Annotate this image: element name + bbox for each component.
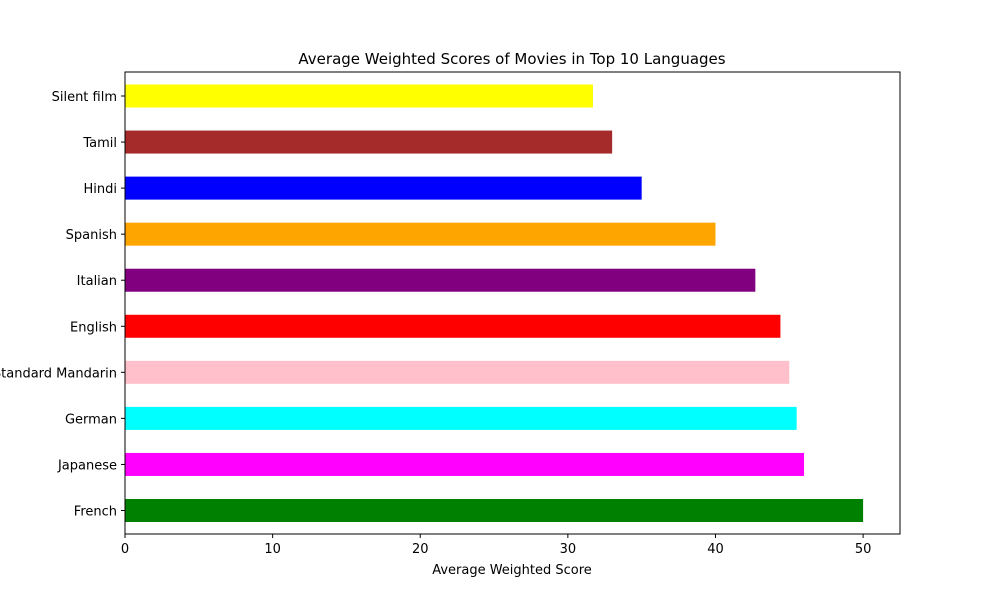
y-tick-label: German	[65, 412, 117, 427]
y-tick-label: English	[70, 320, 117, 335]
y-axis-ticks: French Japanese German Standard Mandarin Eng…	[0, 90, 125, 520]
bar-tamil	[125, 130, 613, 154]
x-tick-label: 40	[707, 542, 724, 557]
chart-title: Average Weighted Scores of Movies in Top…	[298, 50, 725, 68]
x-tick-label: 50	[855, 542, 872, 557]
bar-silent-film	[125, 84, 593, 108]
bar-german	[125, 406, 797, 430]
plot-area-frame	[124, 71, 901, 535]
y-tick-label: Tamil	[82, 136, 117, 151]
bar-english	[125, 314, 781, 338]
y-tick-label: Japanese	[57, 458, 117, 473]
x-tick-label: 30	[560, 542, 577, 557]
bar-standard-mandarin	[125, 360, 790, 384]
y-tick-label: Silent film	[52, 90, 117, 105]
y-tick-label: Standard Mandarin	[0, 366, 117, 381]
bar-hindi	[125, 176, 642, 200]
y-tick-label: French	[74, 505, 117, 520]
y-tick-label: Hindi	[84, 182, 118, 197]
bar-japanese	[125, 452, 805, 476]
y-tick-label: Italian	[77, 274, 117, 289]
bar-spanish	[125, 222, 716, 246]
x-tick-label: 20	[412, 542, 429, 557]
bar-french	[125, 499, 864, 522]
bars-group	[125, 84, 864, 522]
x-axis-ticks: 0 10 20 30 40 50	[121, 534, 872, 557]
x-axis-label: Average Weighted Score	[432, 563, 592, 578]
x-tick-label: 0	[121, 542, 129, 557]
x-tick-label: 10	[264, 542, 281, 557]
y-tick-label: Spanish	[66, 228, 117, 243]
bar-italian	[125, 268, 756, 292]
